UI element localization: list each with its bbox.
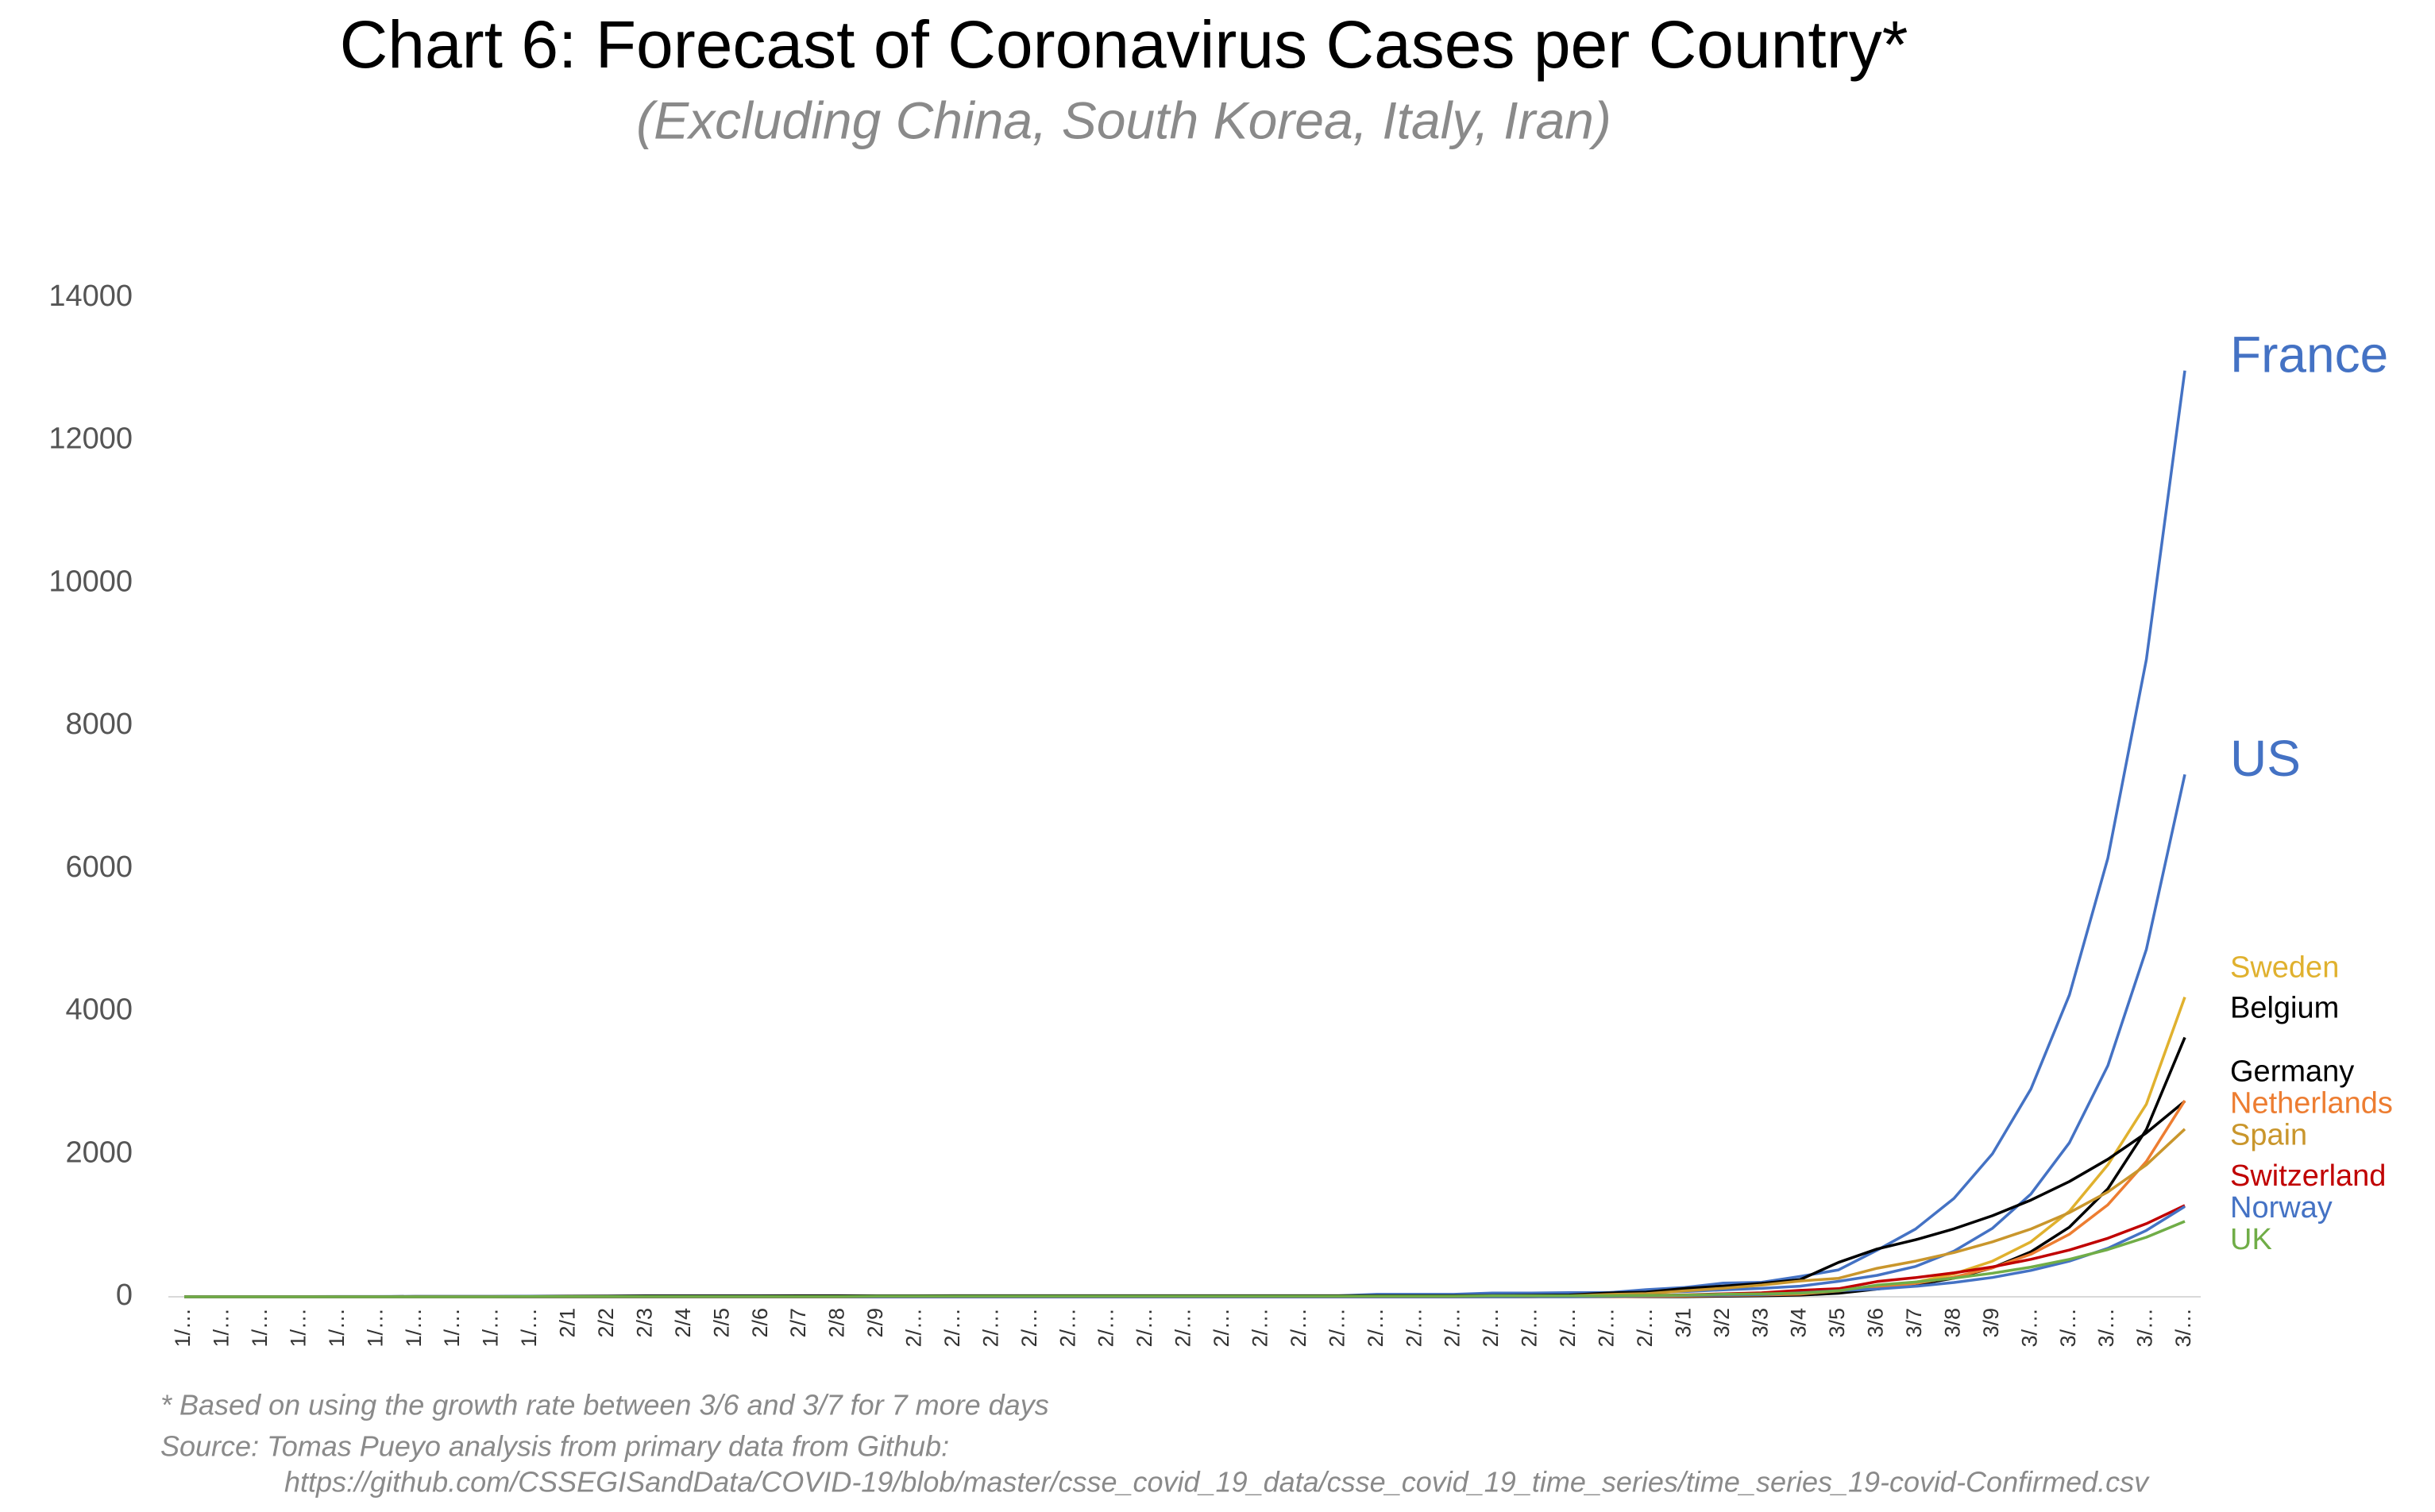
- x-tick-label: 2/…: [1248, 1308, 1272, 1348]
- x-tick-label: 2/4: [671, 1308, 695, 1338]
- x-tick-label: 2/…: [1479, 1308, 1503, 1348]
- series-line: [184, 1204, 2186, 1298]
- x-tick-label: 1/…: [517, 1308, 541, 1348]
- series-label: Sweden: [2230, 951, 2339, 985]
- y-tick-label: 8000: [65, 708, 133, 741]
- x-tick-label: 3/…: [2017, 1308, 2041, 1348]
- x-tick-label: 2/…: [1594, 1308, 1618, 1348]
- x-tick-label: 1/…: [325, 1308, 349, 1348]
- x-tick-label: 1/…: [171, 1308, 195, 1348]
- x-tick-label: 3/…: [2056, 1308, 2080, 1348]
- series-label: Norway: [2230, 1191, 2333, 1225]
- x-tick-label: 2/…: [1556, 1308, 1580, 1348]
- x-tick-label: 2/9: [863, 1308, 887, 1338]
- x-tick-label: 1/…: [248, 1308, 272, 1348]
- series-line: [184, 1220, 2186, 1298]
- series-label: Switzerland: [2230, 1159, 2386, 1193]
- x-tick-label: 3/2: [1710, 1308, 1734, 1338]
- y-tick-label: 14000: [48, 280, 133, 313]
- x-tick-label: 2/…: [902, 1308, 926, 1348]
- series-line: [184, 773, 2186, 1298]
- x-tick-label: 1/…: [479, 1308, 503, 1348]
- x-tick-label: 1/…: [402, 1308, 426, 1348]
- x-tick-label: 2/7: [786, 1308, 810, 1338]
- x-tick-label: 2/2: [594, 1308, 618, 1338]
- x-tick-label: 1/…: [210, 1308, 233, 1348]
- x-tick-label: 2/…: [1171, 1308, 1195, 1348]
- series-line: [184, 997, 2186, 1298]
- footnote: * Based on using the growth rate between…: [160, 1389, 1049, 1421]
- x-tick-label: 3/6: [1864, 1308, 1888, 1338]
- series-label: UK: [2230, 1223, 2272, 1256]
- x-tick-label: 2/…: [1364, 1308, 1387, 1348]
- x-tick-label: 2/5: [709, 1308, 733, 1338]
- x-tick-label: 2/…: [1518, 1308, 1542, 1348]
- x-tick-label: 3/4: [1787, 1308, 1811, 1338]
- x-tick-label: 3/5: [1825, 1308, 1849, 1338]
- series-label: France: [2230, 326, 2388, 384]
- series-line: [184, 1128, 2186, 1298]
- y-tick-label: 10000: [48, 565, 133, 598]
- y-tick-label: 2000: [65, 1136, 133, 1169]
- x-tick-label: 2/…: [1633, 1308, 1657, 1348]
- chart-title: Chart 6: Forecast of Coronavirus Cases p…: [340, 7, 1908, 82]
- x-tick-label: 3/…: [2133, 1308, 2157, 1348]
- series-line: [184, 1036, 2186, 1298]
- chart-subtitle: (Excluding China, South Korea, Italy, Ir…: [636, 91, 1611, 149]
- series-line: [184, 370, 2186, 1298]
- x-tick-label: 2/1: [556, 1308, 580, 1338]
- x-tick-label: 2/…: [1094, 1308, 1118, 1348]
- x-tick-label: 1/…: [363, 1308, 387, 1348]
- x-tick-label: 2/…: [1441, 1308, 1464, 1348]
- y-tick-label: 6000: [65, 850, 133, 884]
- x-tick-label: 3/3: [1748, 1308, 1772, 1338]
- source-url: https://github.com/CSSEGISandData/COVID-…: [284, 1466, 2150, 1498]
- x-tick-label: 1/…: [440, 1308, 464, 1348]
- x-tick-label: 3/7: [1902, 1308, 1926, 1338]
- x-tick-label: 3/1: [1671, 1308, 1695, 1338]
- x-tick-label: 2/…: [1402, 1308, 1426, 1348]
- series-label: US: [2230, 730, 2301, 787]
- x-tick-label: 2/8: [825, 1308, 849, 1338]
- x-tick-label: 1/…: [286, 1308, 310, 1348]
- x-tick-label: 2/3: [632, 1308, 656, 1338]
- x-tick-label: 3/9: [1979, 1308, 2003, 1338]
- source-note: Source: Tomas Pueyo analysis from primar…: [160, 1430, 949, 1463]
- y-tick-label: 4000: [65, 993, 133, 1027]
- x-tick-label: 3/…: [2094, 1308, 2118, 1348]
- series-label: Netherlands: [2230, 1087, 2393, 1120]
- x-tick-label: 2/…: [940, 1308, 964, 1348]
- series-label: Germany: [2230, 1055, 2354, 1089]
- x-tick-label: 2/6: [748, 1308, 772, 1338]
- y-tick-label: 0: [116, 1279, 133, 1312]
- x-tick-label: 2/…: [978, 1308, 1002, 1348]
- x-tick-label: 2/…: [1055, 1308, 1079, 1348]
- y-tick-label: 12000: [48, 422, 133, 456]
- x-tick-label: 2/…: [1210, 1308, 1233, 1348]
- series-label: Belgium: [2230, 991, 2339, 1024]
- x-tick-label: 2/…: [1133, 1308, 1156, 1348]
- x-tick-label: 2/…: [1287, 1308, 1310, 1348]
- x-tick-label: 2/…: [1017, 1308, 1041, 1348]
- x-tick-label: 2/…: [1325, 1308, 1349, 1348]
- x-tick-label: 3/…: [2171, 1308, 2195, 1348]
- x-tick-label: 3/8: [1940, 1308, 1964, 1338]
- series-label: Spain: [2230, 1119, 2307, 1152]
